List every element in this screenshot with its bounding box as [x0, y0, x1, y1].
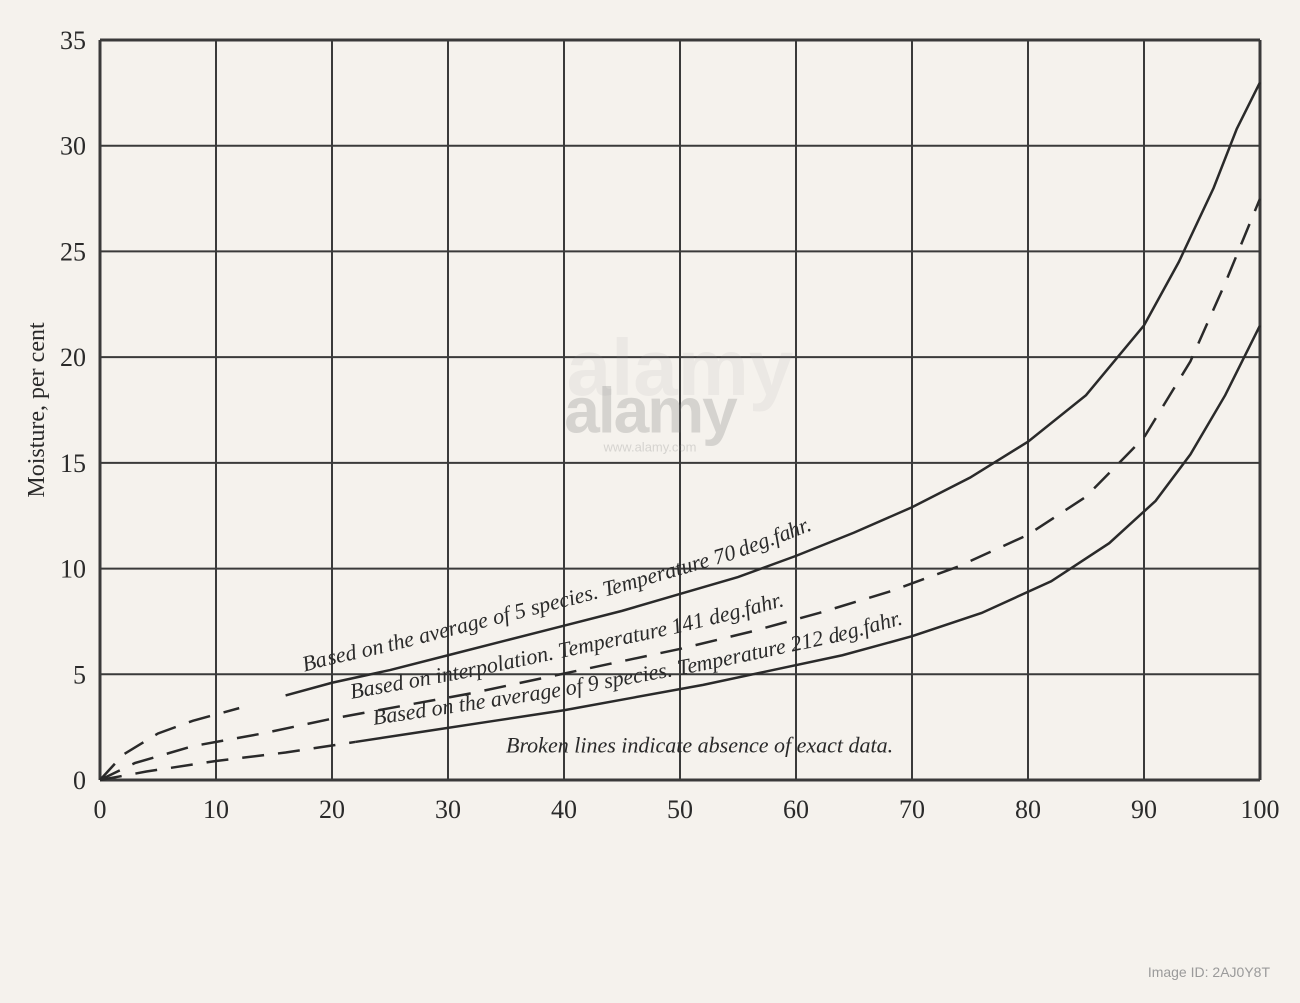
- svg-text:60: 60: [783, 795, 809, 824]
- svg-text:70: 70: [899, 795, 925, 824]
- svg-text:10: 10: [203, 795, 229, 824]
- svg-text:Broken lines indicate absence: Broken lines indicate absence of exact d…: [506, 733, 893, 758]
- svg-text:Moisture, per cent: Moisture, per cent: [24, 322, 50, 498]
- chart-container: 0 10 20 30 40 50 60 70 80 90 100 0 5 10 15 20 25 30 35 Mois…: [20, 20, 1280, 840]
- svg-text:100: 100: [1241, 795, 1280, 824]
- svg-text:90: 90: [1131, 795, 1157, 824]
- svg-text:25: 25: [60, 237, 86, 266]
- watermark-id: Image ID: 2AJ0Y8T: [1148, 964, 1270, 980]
- watermark-id-value: 2AJ0Y8T: [1212, 964, 1270, 980]
- svg-text:15: 15: [60, 449, 86, 478]
- svg-text:35: 35: [60, 26, 86, 55]
- watermark-logo-text: alamy: [564, 373, 735, 447]
- svg-text:0: 0: [73, 766, 86, 795]
- svg-text:50: 50: [667, 795, 693, 824]
- svg-text:30: 30: [60, 132, 86, 161]
- svg-text:10: 10: [60, 555, 86, 584]
- svg-text:20: 20: [60, 343, 86, 372]
- svg-text:0: 0: [94, 795, 107, 824]
- watermark-logo: alamy www.alamy.com: [564, 373, 735, 454]
- svg-text:5: 5: [73, 660, 86, 689]
- watermark-id-prefix: Image ID:: [1148, 964, 1213, 980]
- svg-text:80: 80: [1015, 795, 1041, 824]
- svg-text:40: 40: [551, 795, 577, 824]
- svg-text:20: 20: [319, 795, 345, 824]
- svg-text:30: 30: [435, 795, 461, 824]
